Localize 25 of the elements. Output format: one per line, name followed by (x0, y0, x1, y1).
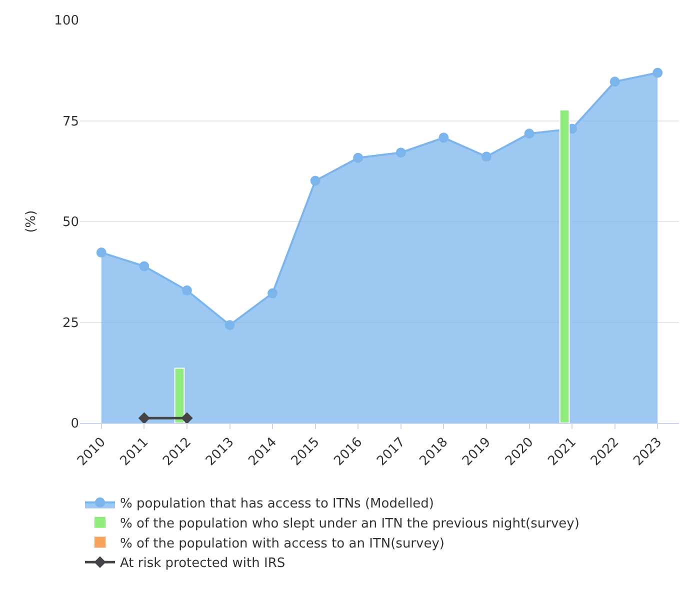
point (610, 76, 620, 87)
point (139, 261, 150, 272)
point (224, 320, 235, 330)
point (481, 152, 492, 162)
point (353, 152, 364, 163)
y-axis-title: (%) (24, 210, 40, 233)
point (310, 176, 320, 186)
point (96, 248, 106, 258)
y-tick-label: 50 (62, 215, 79, 230)
point (438, 132, 449, 143)
legend-label: % of the population with access to an ITN(survey) (120, 536, 444, 552)
legend-label: % of the population who slept under an ITN the previous night(survey) (120, 516, 580, 532)
y-tick-label: 25 (62, 316, 79, 331)
point (182, 285, 192, 296)
point (181, 412, 193, 423)
point (138, 412, 150, 423)
legend-label: At risk protected with IRS (120, 556, 286, 572)
point (524, 128, 534, 139)
point (268, 288, 278, 298)
y-tick-label: 0 (70, 416, 79, 432)
y-tick-label: 100 (54, 14, 79, 29)
legend-label: % population that has access to ITNs (Modelled) (120, 496, 434, 512)
point (396, 148, 406, 158)
y-tick-label: 75 (62, 114, 79, 130)
point (652, 68, 663, 78)
